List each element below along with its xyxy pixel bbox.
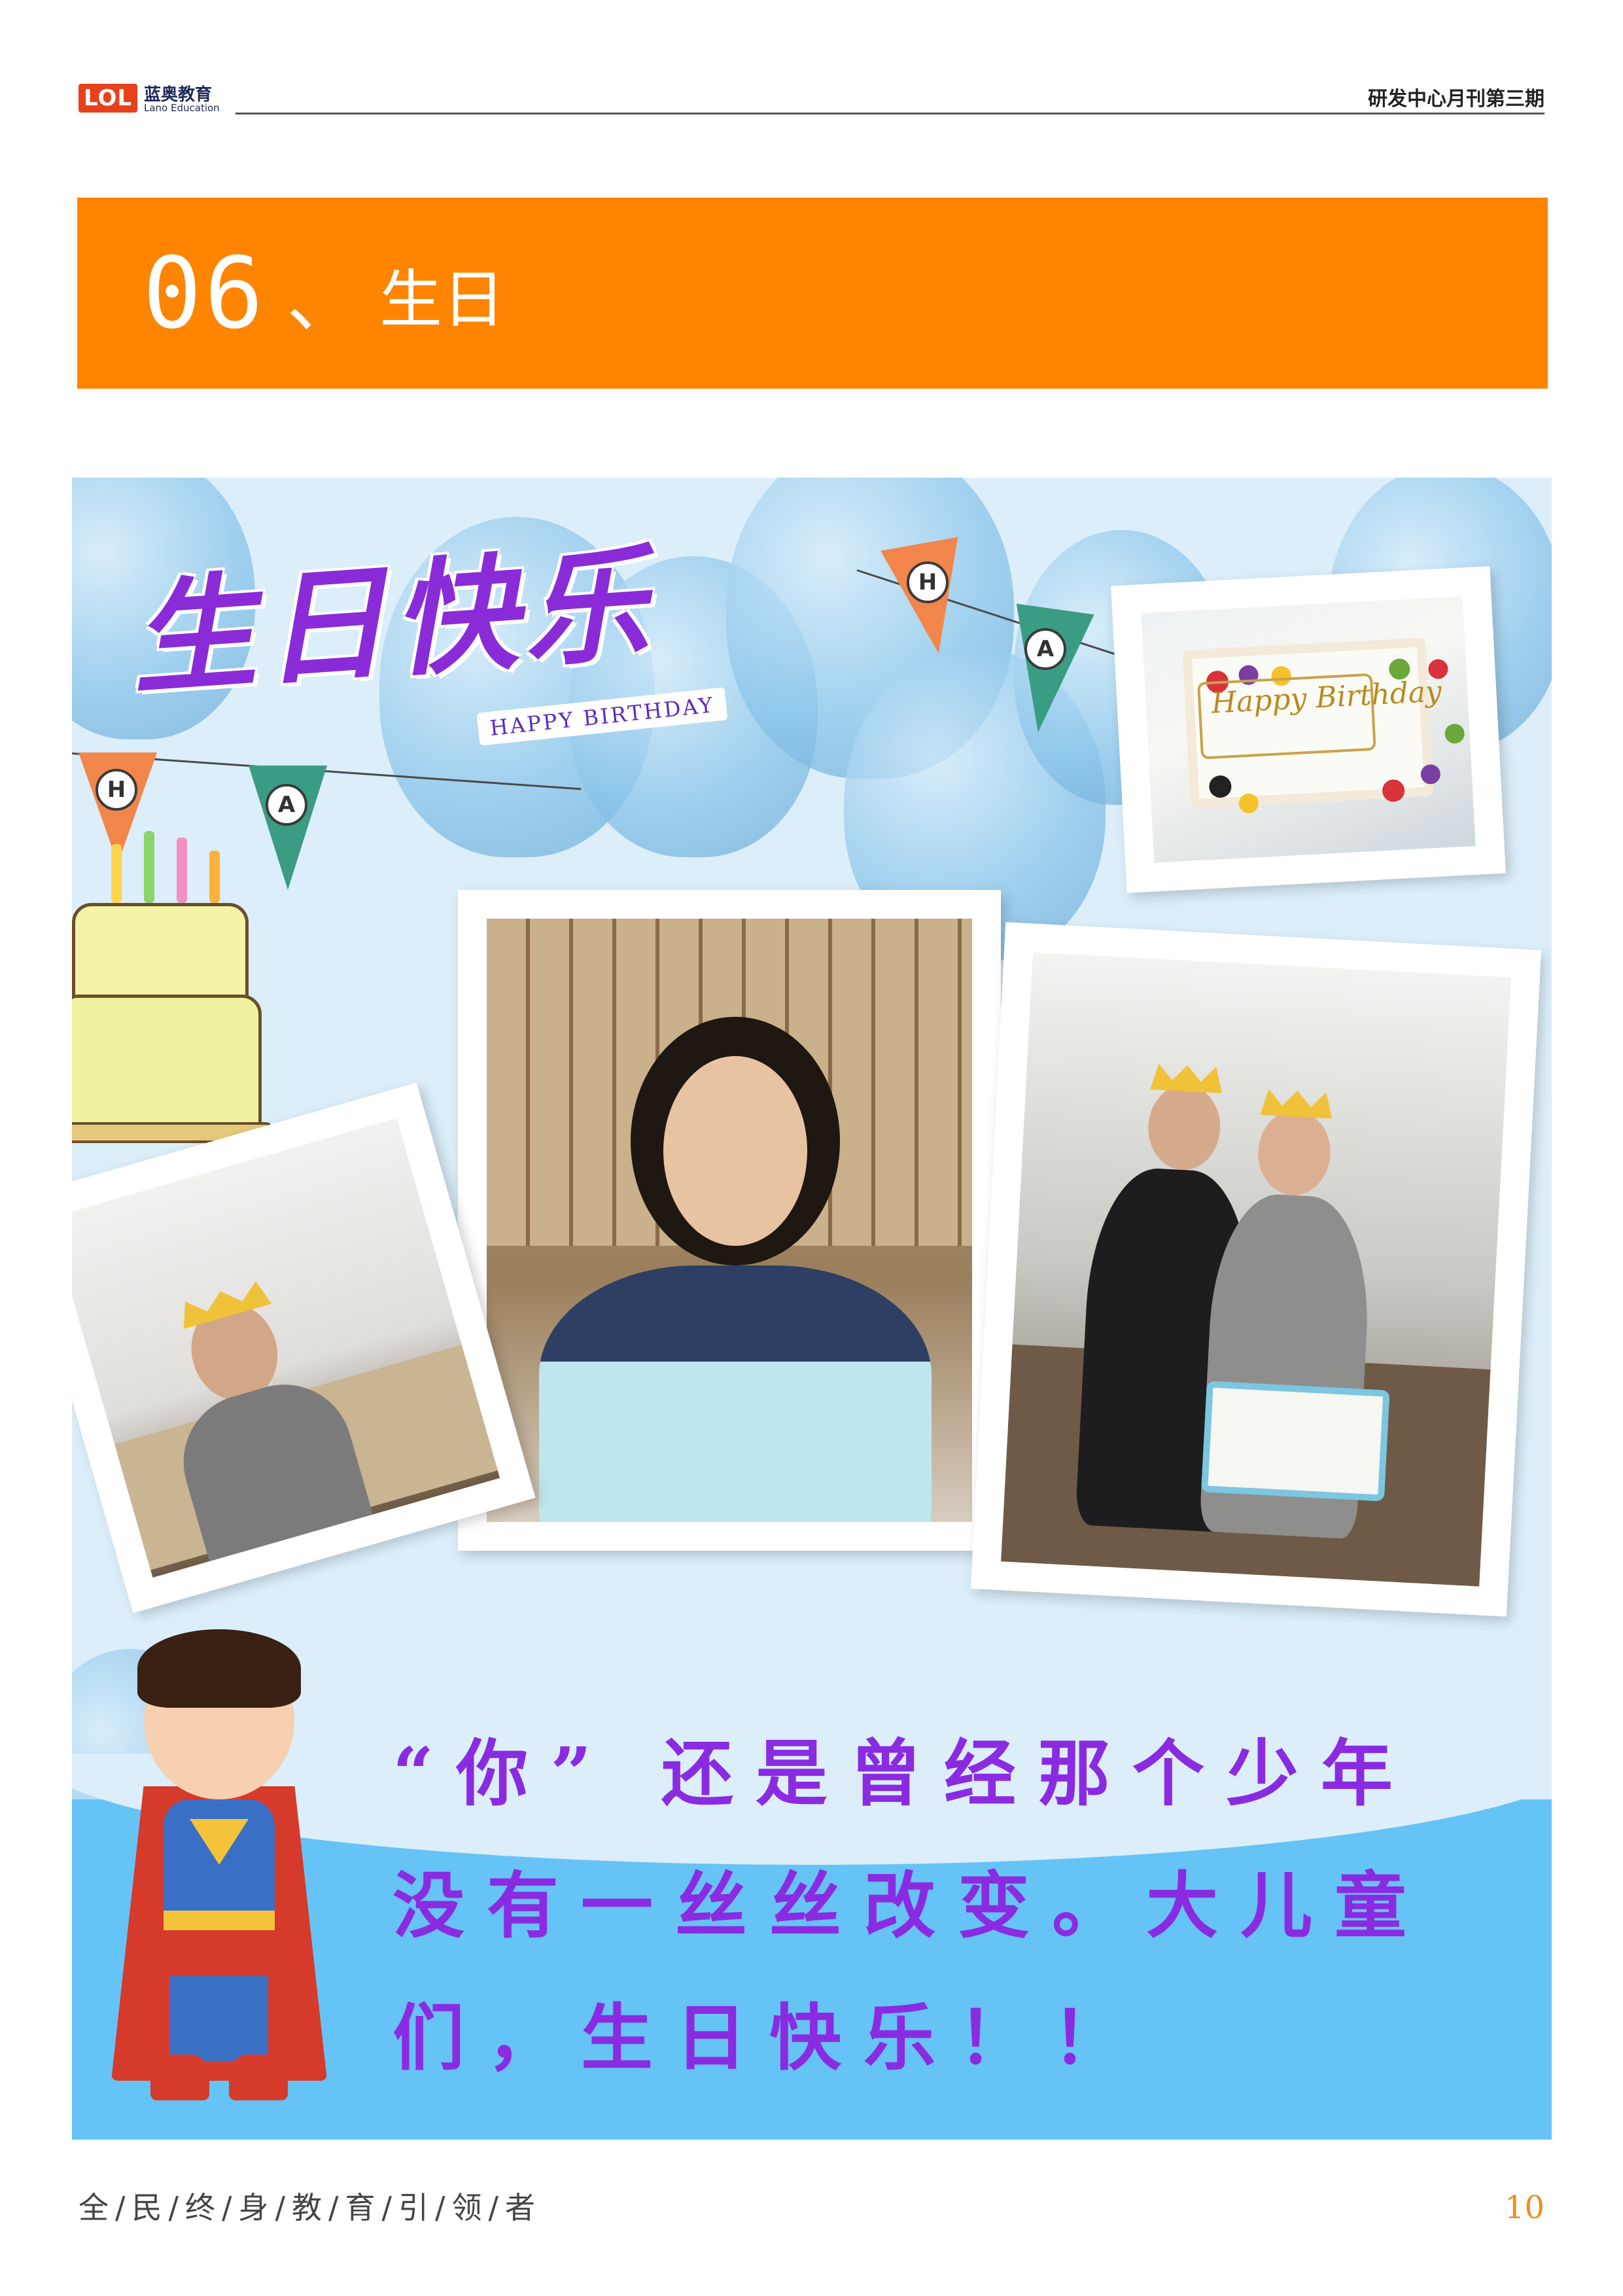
superhero-kid-illustration: [85, 1623, 360, 2133]
cake-photo-image: Happy Birthday: [1141, 596, 1476, 863]
section-separator: 、: [287, 258, 358, 342]
page-number: 10: [1504, 2189, 1544, 2226]
section-banner: 06 、 生日: [77, 198, 1548, 389]
hero-boot-left: [150, 2055, 209, 2100]
photo-portrait: [458, 890, 1001, 1551]
office-photo-image: [72, 1118, 500, 1578]
hero-legs: [170, 1976, 268, 2061]
portrait-face: [663, 1056, 807, 1246]
pennant-letter-a: A: [266, 784, 307, 826]
logo-mark: LOL: [79, 84, 137, 113]
hero-boot-right: [229, 2055, 288, 2100]
portrait-image: [487, 919, 972, 1522]
hero-shorts: [164, 1930, 275, 1976]
hero-hair: [137, 1629, 301, 1708]
message-line: 没有一丝丝改变。大儿童: [393, 1863, 1429, 1948]
table-cake: [1201, 1381, 1390, 1502]
logo-name-cn: 蓝奥教育: [144, 85, 213, 105]
section-number: 06: [143, 237, 266, 351]
photo-cake: Happy Birthday: [1111, 566, 1506, 893]
brand-logo: LOL 蓝奥教育 Lano Education: [79, 79, 236, 118]
section-title: 生日: [379, 263, 505, 336]
message-line: 们，生日快乐！！: [393, 1996, 1146, 2080]
man-right-head: [1256, 1108, 1333, 1197]
issue-title: 研发中心月刊第三期: [1368, 88, 1544, 111]
birthday-card: H A H A 生日快乐 HAPPY BIRTHDAY: [72, 478, 1552, 2140]
header-divider: [236, 113, 1544, 115]
message-line: “你” 还是曾经那个少年: [393, 1731, 1415, 1816]
balloon-decoration: [72, 478, 255, 739]
hero-belt: [164, 1911, 275, 1930]
celebration-photo-image: [1001, 952, 1511, 1587]
birthday-message: “你” 还是曾经那个少年 没有一丝丝改变。大儿童 们，生日快乐！！: [393, 1708, 1544, 2104]
pennant-letter-h: H: [96, 769, 137, 811]
man-left-head: [1145, 1083, 1223, 1172]
logo-name-en: Lano Education: [144, 102, 220, 114]
portrait-shirt: [539, 1265, 932, 1522]
pennant-letter-h: H: [907, 561, 949, 603]
cake-illustration: [72, 831, 273, 1152]
footer-slogan: 全/民/终/身/教/育/引/领/者: [79, 2190, 542, 2225]
pennant-letter-a: A: [1024, 628, 1066, 670]
photo-celebration: [970, 922, 1542, 1617]
